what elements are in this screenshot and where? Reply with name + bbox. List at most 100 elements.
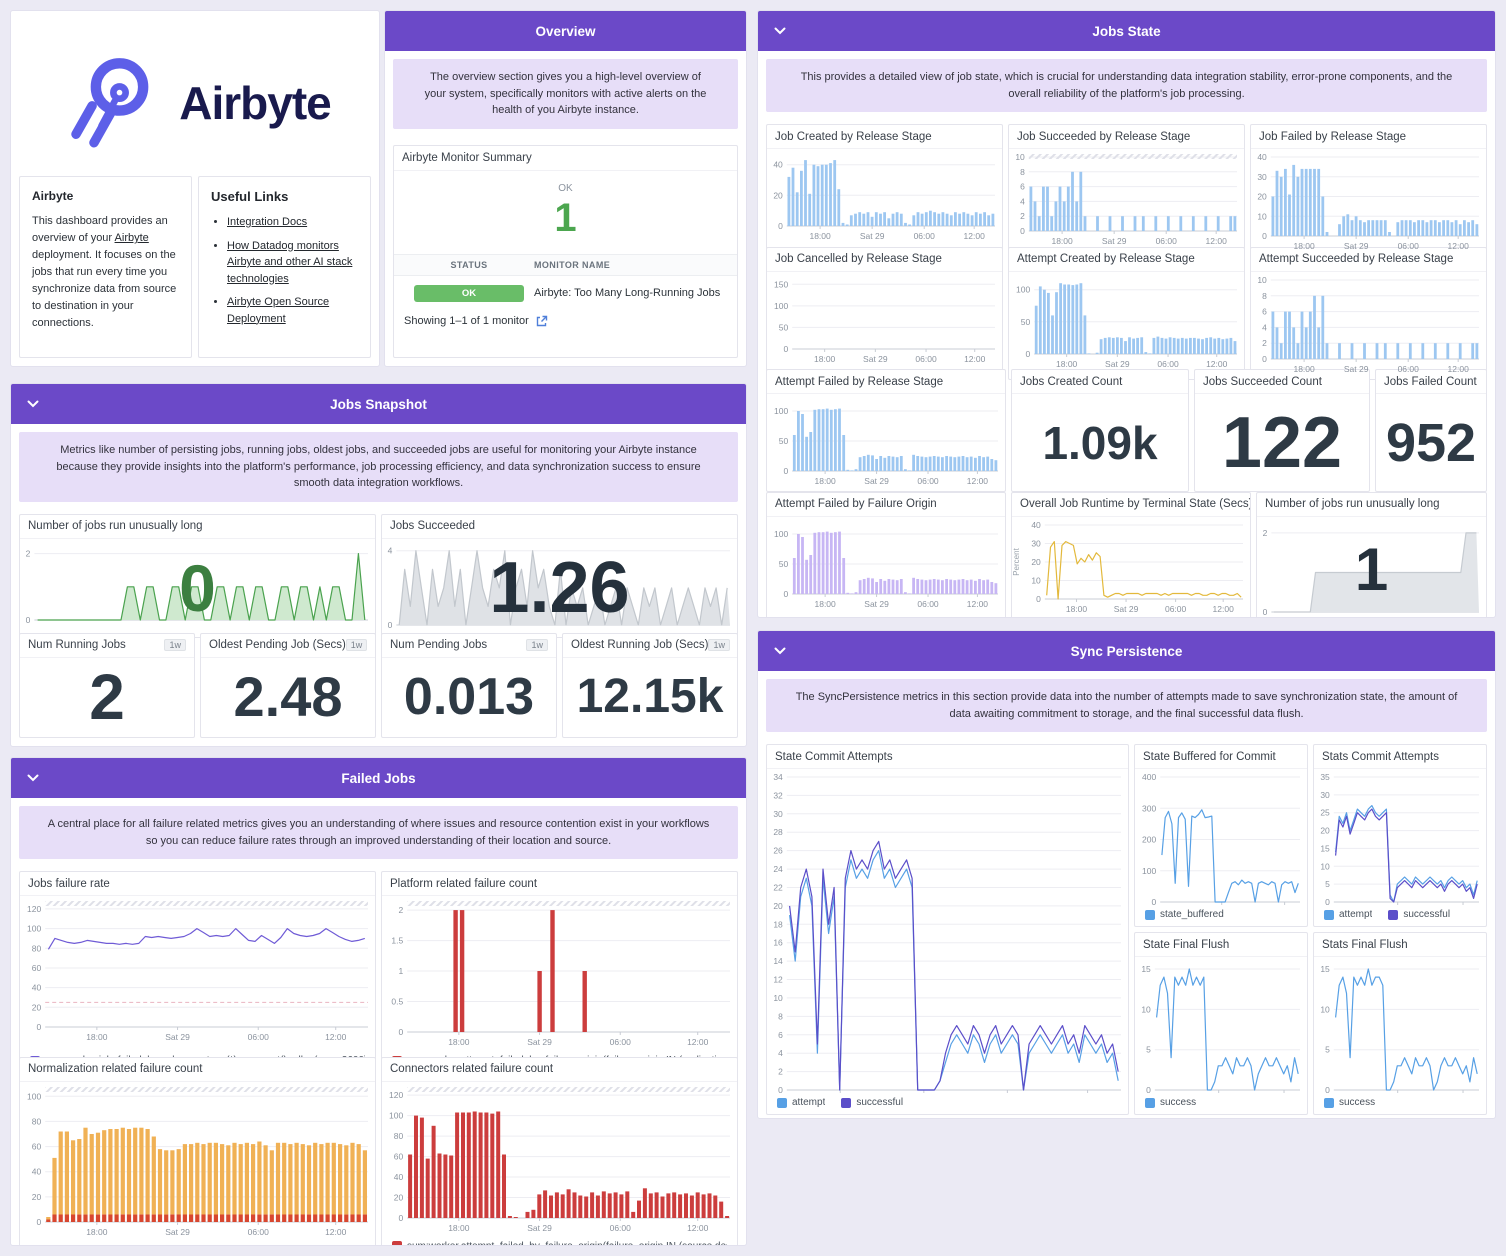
chart-title: Number of jobs run unusually long	[20, 515, 375, 539]
status-column-header: STATUS	[450, 259, 488, 270]
chevron-down-icon[interactable]	[774, 647, 786, 655]
chart-plot[interactable]: 0 20 40 60 80 100 18:00 Sat 29 06:00 12:00	[20, 1082, 375, 1246]
chart-plot[interactable]: 0 50 100 18:00 Sat 29 06:00 12:00	[767, 394, 1005, 491]
chart-svg: 0 2 4 6 8 10 18:00 Sat 29 06:00 12:00	[1257, 275, 1479, 374]
svg-text:12:00: 12:00	[1448, 241, 1470, 251]
chart-plot[interactable]: 051015Sat 2912:00	[1314, 957, 1486, 1094]
timeframe-badge: 1w	[708, 639, 730, 652]
chart-plot[interactable]: 0 50 100 18:00 Sat 29 06:00 12:00	[1009, 272, 1244, 379]
open-source-deployment-link[interactable]: Airbyte Open Source Deployment	[227, 296, 330, 325]
query-value-title: Jobs Created Count	[1012, 370, 1188, 394]
svg-text:2: 2	[398, 905, 403, 915]
svg-text:18:00: 18:00	[814, 354, 836, 364]
chart-plot[interactable]: 0 50 100 18:00 Sat 29 06:00 12:00	[767, 517, 1005, 618]
svg-text:0: 0	[1325, 897, 1330, 906]
svg-text:0: 0	[1036, 594, 1041, 604]
svg-text:18:00: 18:00	[809, 231, 831, 241]
svg-text:06:00: 06:00	[248, 1032, 270, 1042]
legend-item[interactable]: sum:worker.attempt_failed_by_failure_ori…	[392, 1241, 727, 1245]
query-value: 2.48	[233, 665, 343, 729]
chart-title: State Commit Attempts	[767, 745, 1128, 769]
legend-item[interactable]: state_buffered	[1145, 909, 1224, 920]
chart-plot[interactable]: 0 20 40 60 80 100 120 18:00 Sat 29 06:00 12:00	[20, 896, 375, 1052]
chart-plot[interactable]: 05101520253035Sat 2912:00	[1314, 769, 1486, 906]
svg-text:100: 100	[389, 1110, 403, 1120]
chart-title: Platform related failure count	[382, 872, 737, 896]
chevron-down-icon[interactable]	[27, 400, 39, 408]
svg-text:4: 4	[1262, 322, 1267, 332]
svg-text:18:00: 18:00	[448, 1223, 470, 1233]
chevron-down-icon[interactable]	[27, 774, 39, 782]
chart-plot[interactable]: 0 20 40 60 80 100 120 18:00 Sat 29 06:00 12:00	[382, 1082, 737, 1238]
svg-text:Sat 29: Sat 29	[1105, 359, 1130, 369]
legend-item[interactable]: attempt	[777, 1097, 825, 1108]
chart-plot[interactable]: 0 10 20 30 40 18:00 Sat 29 06:00 12:00	[1251, 149, 1486, 256]
chart-plot[interactable]: 0100200300400Sat 2912:00	[1135, 769, 1307, 906]
chart-title: State Final Flush	[1135, 933, 1307, 957]
chart-card: Normalization related failure count 0 20 4…	[19, 1056, 376, 1246]
chart-plot[interactable]: 0 0.5 1 1.5 2 18:00 Sat 29 06:00 12:00	[382, 896, 737, 1052]
legend-item[interactable]: success	[1145, 1097, 1196, 1108]
svg-text:Percent: Percent	[1012, 547, 1021, 575]
chart-plot[interactable]: 0 2 4 6 8 10 18:00 Sat 29 06:00 12:00	[1251, 272, 1486, 379]
chart-plot[interactable]: 051015Sat 2912:00	[1135, 957, 1307, 1094]
svg-text:Sat 29: Sat 29	[860, 231, 885, 241]
legend-swatch-icon	[841, 1097, 852, 1108]
svg-text:20: 20	[394, 1192, 404, 1202]
svg-text:8: 8	[778, 1011, 783, 1021]
legend-item[interactable]: success	[1324, 1097, 1375, 1108]
svg-text:0: 0	[36, 1022, 41, 1032]
svg-text:15: 15	[1320, 843, 1330, 853]
legend-swatch-icon	[1388, 909, 1399, 920]
svg-text:60: 60	[32, 963, 42, 973]
chart-plot[interactable]: 0 4 1.26	[382, 539, 737, 637]
svg-text:0: 0	[783, 589, 788, 599]
svg-text:10: 10	[1141, 1004, 1151, 1014]
chart-title: State Buffered for Commit	[1135, 745, 1307, 769]
svg-text:40: 40	[32, 983, 42, 993]
query-value-card: Num Running Jobs 1w 2	[19, 632, 195, 738]
svg-text:28: 28	[773, 827, 783, 837]
svg-text:10: 10	[1257, 211, 1267, 221]
svg-text:12:00: 12:00	[1206, 359, 1228, 369]
chart-plot[interactable]: 0 50 100 150 18:00 Sat 29 06:00 12:00	[767, 272, 1002, 379]
chart-title: Jobs failure rate	[20, 872, 375, 896]
chart-title: Connectors related failure count	[382, 1058, 737, 1082]
chart-plot[interactable]: 0 10 20 30 40 18:00 Sat 29 06:00 12:00 Percent	[1012, 517, 1250, 618]
monitor-summary-title: Airbyte Monitor Summary	[394, 146, 737, 171]
query-value-card: Jobs Created Count 1.09k	[1011, 369, 1189, 492]
legend-item[interactable]: successful	[1388, 909, 1450, 920]
svg-text:25: 25	[1320, 808, 1330, 818]
legend-item[interactable]: attempt	[1324, 909, 1372, 920]
svg-text:06:00: 06:00	[917, 476, 939, 486]
ok-caption: OK	[558, 182, 573, 194]
legend-swatch-icon	[1145, 1097, 1155, 1108]
external-link-icon[interactable]	[535, 315, 548, 328]
query-value-card: Jobs Succeeded Count 122	[1194, 369, 1370, 492]
chevron-down-icon[interactable]	[774, 27, 786, 35]
svg-text:18: 18	[773, 919, 783, 929]
svg-text:10: 10	[1320, 861, 1330, 871]
chart-svg: 0 20 40 60 80 100 120 18:00 Sat 29 06:00 12:00	[389, 1086, 730, 1233]
chart-plot[interactable]: 0 2 4 6 8 10 18:00 Sat 29 06:00 12:00	[1009, 149, 1244, 256]
svg-text:40: 40	[32, 1166, 42, 1176]
datadog-monitors-link[interactable]: How Datadog monitors Airbyte and other A…	[227, 239, 353, 285]
useful-links-list: Integration Docs How Datadog monitors Ai…	[211, 214, 358, 327]
query-value-title: Num Pending Jobs 1w	[382, 634, 556, 658]
chart-plot[interactable]: 024681012141618202224262830323418:00Sat …	[767, 769, 1128, 1094]
svg-text:06:00: 06:00	[248, 1227, 270, 1237]
chart-card: Overall Job Runtime by Terminal State (S…	[1011, 491, 1251, 618]
chart-title: Attempt Created by Release Stage	[1009, 248, 1244, 272]
svg-text:24: 24	[773, 864, 783, 874]
svg-text:50: 50	[779, 322, 789, 332]
monitor-row[interactable]: OK Airbyte: Too Many Long-Running Jobs	[394, 276, 737, 311]
chart-plot[interactable]: 0 20 40 18:00 Sat 29 06:00 12:00	[767, 149, 1002, 256]
svg-text:Sat 29: Sat 29	[527, 1037, 552, 1047]
legend-item[interactable]: successful	[841, 1097, 903, 1108]
monitor-name[interactable]: Airbyte: Too Many Long-Running Jobs	[534, 287, 721, 299]
airbyte-link[interactable]: Airbyte	[114, 232, 149, 245]
integration-docs-link[interactable]: Integration Docs	[227, 216, 308, 228]
query-value: 2	[89, 661, 125, 734]
